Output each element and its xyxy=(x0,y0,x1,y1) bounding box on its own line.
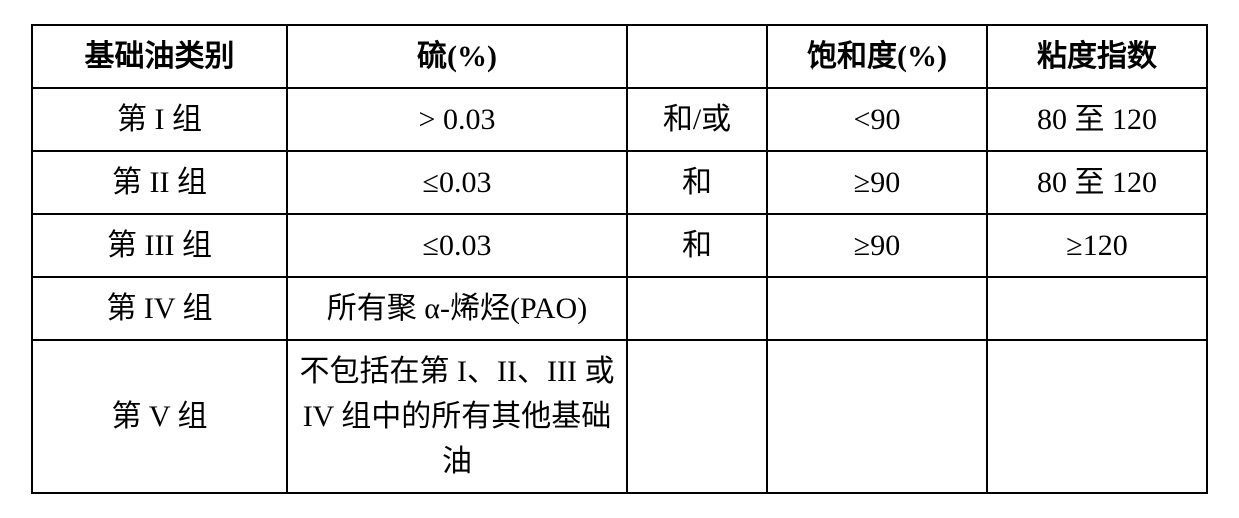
cell-vi xyxy=(987,277,1207,340)
cell-connector xyxy=(627,340,767,493)
cell-saturation xyxy=(767,277,987,340)
cell-vi xyxy=(987,340,1207,493)
table-row: 第 V 组 不包括在第 I、II、III 或 IV 组中的所有其他基础油 xyxy=(32,340,1207,493)
cell-connector: 和 xyxy=(627,151,767,214)
cell-category: 第 V 组 xyxy=(32,340,287,493)
table-row: 第 IV 组 所有聚 α-烯烃(PAO) xyxy=(32,277,1207,340)
table-header-row: 基础油类别 硫(%) 饱和度(%) 粘度指数 xyxy=(32,25,1207,88)
col-header-vi: 粘度指数 xyxy=(987,25,1207,88)
col-header-connector xyxy=(627,25,767,88)
cell-sulfur: 不包括在第 I、II、III 或 IV 组中的所有其他基础油 xyxy=(287,340,627,493)
cell-sulfur: > 0.03 xyxy=(287,88,627,151)
col-header-category: 基础油类别 xyxy=(32,25,287,88)
table-row: 第 II 组 ≤0.03 和 ≥90 80 至 120 xyxy=(32,151,1207,214)
cell-category: 第 II 组 xyxy=(32,151,287,214)
cell-vi: 80 至 120 xyxy=(987,88,1207,151)
table-row: 第 I 组 > 0.03 和/或 <90 80 至 120 xyxy=(32,88,1207,151)
col-header-saturation: 饱和度(%) xyxy=(767,25,987,88)
cell-category: 第 IV 组 xyxy=(32,277,287,340)
cell-saturation: <90 xyxy=(767,88,987,151)
cell-sulfur: 所有聚 α-烯烃(PAO) xyxy=(287,277,627,340)
cell-connector: 和 xyxy=(627,214,767,277)
cell-sulfur: ≤0.03 xyxy=(287,214,627,277)
col-header-sulfur: 硫(%) xyxy=(287,25,627,88)
cell-saturation xyxy=(767,340,987,493)
cell-category: 第 III 组 xyxy=(32,214,287,277)
cell-connector: 和/或 xyxy=(627,88,767,151)
base-oil-table: 基础油类别 硫(%) 饱和度(%) 粘度指数 第 I 组 > 0.03 和/或 … xyxy=(31,24,1208,494)
cell-vi: 80 至 120 xyxy=(987,151,1207,214)
cell-sulfur: ≤0.03 xyxy=(287,151,627,214)
cell-connector xyxy=(627,277,767,340)
cell-vi: ≥120 xyxy=(987,214,1207,277)
table-row: 第 III 组 ≤0.03 和 ≥90 ≥120 xyxy=(32,214,1207,277)
cell-saturation: ≥90 xyxy=(767,214,987,277)
cell-category: 第 I 组 xyxy=(32,88,287,151)
cell-saturation: ≥90 xyxy=(767,151,987,214)
